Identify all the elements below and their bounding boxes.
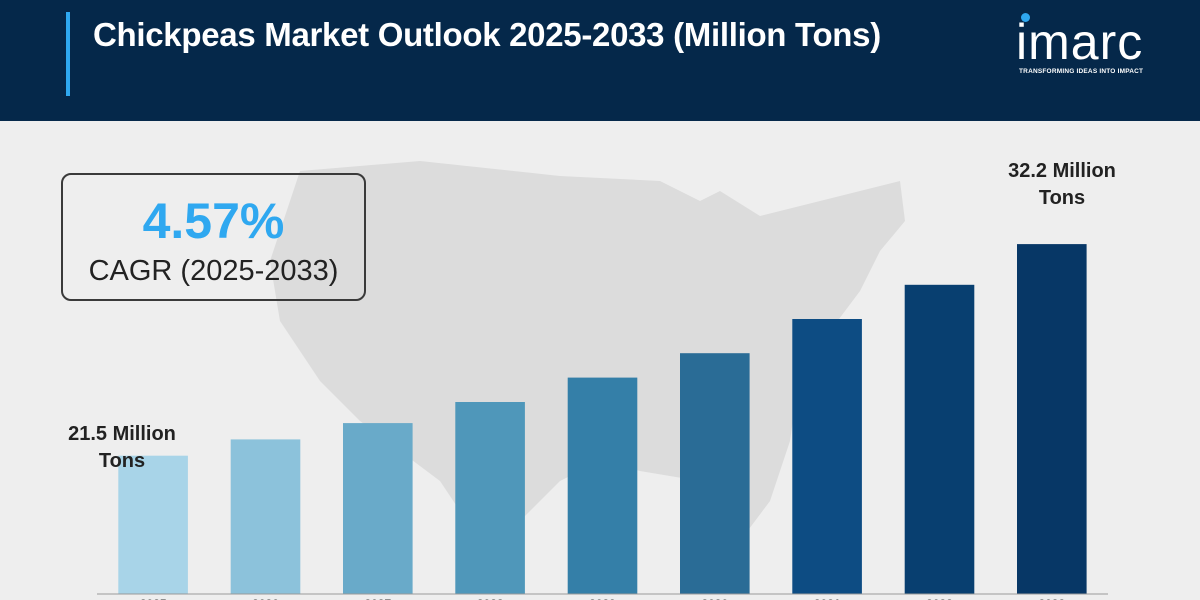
x-tick-2030: 2030 (701, 597, 728, 600)
page-title: Chickpeas Market Outlook 2025-2033 (Mill… (93, 16, 881, 53)
cagr-label: CAGR (2025-2033) (88, 255, 339, 287)
bar-2032 (904, 284, 975, 594)
callout-last-line2: Tons (1039, 187, 1085, 209)
bar-2033 (1017, 244, 1087, 594)
x-tick-labels: 2025 2026 2027 2028 2029 2030 2031 2032 2033 (140, 597, 1066, 600)
bar-2025 (118, 455, 188, 594)
x-tick-2026: 2026 (252, 597, 279, 600)
header-accent-bar (66, 12, 70, 96)
logo-wordmark: imarc (1016, 14, 1144, 70)
cagr-box: 4.57% CAGR (2025-2033) (61, 173, 366, 301)
bar-2028 (455, 402, 525, 594)
callout-first-line2: Tons (99, 450, 145, 472)
logo-dot-icon (1021, 13, 1030, 22)
bar-2030 (680, 353, 750, 594)
cagr-value: 4.57% (142, 193, 285, 249)
x-tick-2033: 2033 (1038, 597, 1065, 600)
bars-group (97, 244, 1108, 595)
logo-tagline: TRANSFORMING IDEAS INTO IMPACT (1019, 68, 1144, 75)
callout-first-line1: 21.5 Million (68, 423, 176, 445)
bar-2031 (792, 319, 862, 594)
bar-2029 (567, 377, 638, 594)
x-tick-2029: 2029 (589, 597, 616, 600)
callout-last-line1: 32.2 Million (1008, 160, 1116, 182)
x-tick-2025: 2025 (140, 597, 167, 600)
x-tick-2032: 2032 (926, 597, 953, 600)
imarc-logo: imarc TRANSFORMING IDEAS INTO IMPACT (1016, 13, 1176, 84)
x-tick-2027: 2027 (364, 597, 391, 600)
header-banner: Chickpeas Market Outlook 2025-2033 (Mill… (0, 0, 1200, 121)
x-tick-2028: 2028 (477, 597, 504, 600)
bar-2026 (230, 439, 301, 594)
x-tick-2031: 2031 (814, 597, 841, 600)
bar-2027 (343, 423, 413, 594)
